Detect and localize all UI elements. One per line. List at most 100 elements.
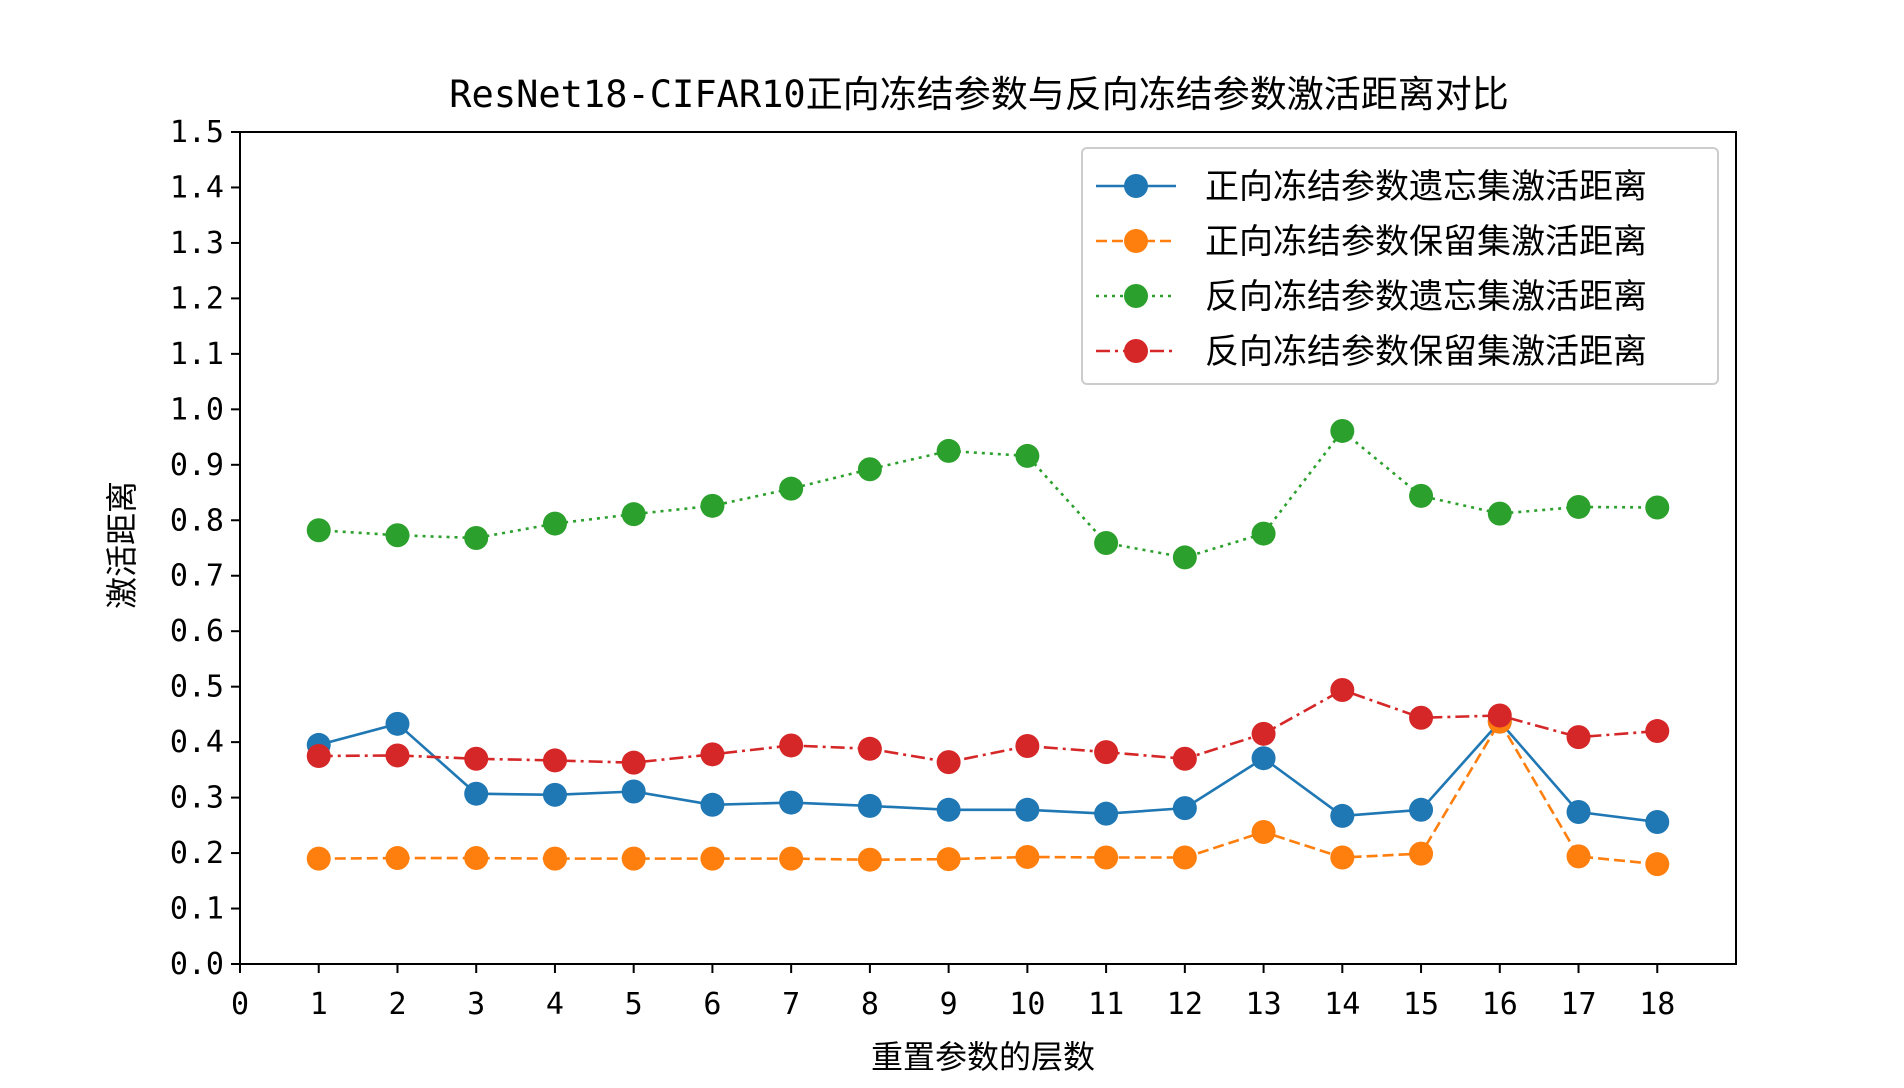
data-point — [1645, 719, 1670, 744]
series-line — [318, 720, 1658, 866]
data-point — [464, 846, 489, 871]
y-tick-label: 1.4 — [170, 170, 224, 205]
data-point — [542, 782, 567, 807]
data-point — [385, 711, 410, 736]
y-tick-label: 0.1 — [170, 892, 224, 927]
data-point — [1251, 819, 1276, 844]
data-point — [1094, 845, 1119, 870]
data-point — [1566, 844, 1591, 869]
data-point — [1015, 734, 1040, 759]
data-point — [542, 511, 567, 536]
data-point — [306, 744, 331, 768]
data-point — [1094, 801, 1119, 826]
series-line — [318, 688, 1658, 764]
x-tick-label: 5 — [625, 987, 643, 1022]
series-1 — [306, 709, 1670, 835]
legend-label: 正向冻结参数遗忘集激活距离 — [1205, 167, 1647, 207]
data-point — [1409, 705, 1434, 730]
data-point — [700, 742, 725, 767]
data-point — [936, 438, 961, 463]
data-point — [1645, 495, 1670, 520]
x-tick-label: 17 — [1560, 987, 1596, 1022]
data-point — [542, 846, 567, 871]
legend: 正向冻结参数遗忘集激活距离正向冻结参数保留集激活距离反向冻结参数遗忘集激活距离反… — [1081, 147, 1719, 385]
data-point — [621, 750, 646, 775]
data-point — [936, 750, 961, 775]
series-line — [318, 720, 1658, 824]
x-axis-title: 重置参数的层数 — [871, 1038, 1095, 1076]
data-point — [621, 502, 646, 527]
data-point — [1251, 721, 1276, 746]
data-point — [1330, 803, 1355, 828]
legend-marker — [1124, 339, 1148, 363]
y-tick-label: 0.6 — [170, 614, 224, 649]
data-point — [1094, 531, 1119, 556]
data-point — [621, 779, 646, 804]
x-tick-label: 4 — [546, 987, 564, 1022]
data-point — [306, 518, 331, 543]
data-point — [1015, 443, 1040, 468]
x-tick-label: 13 — [1246, 987, 1282, 1022]
data-point — [1487, 501, 1512, 526]
x-tick-label: 2 — [388, 987, 406, 1022]
y-tick-label: 0.4 — [170, 725, 224, 760]
plot-frame — [239, 131, 1737, 965]
data-point — [464, 746, 489, 771]
x-tick-label: 0 — [231, 987, 249, 1022]
y-tick-label: 0.3 — [170, 781, 224, 816]
x-tick-label: 3 — [467, 987, 485, 1022]
x-tick-label: 7 — [782, 987, 800, 1022]
series-layer — [306, 418, 1670, 877]
data-point — [936, 797, 961, 822]
data-point — [1645, 852, 1670, 877]
data-point — [857, 457, 882, 482]
data-point — [385, 523, 410, 548]
data-point — [385, 846, 410, 871]
data-point — [1330, 845, 1355, 870]
data-point — [1566, 494, 1591, 519]
series-4 — [306, 677, 1670, 775]
x-tick-label: 14 — [1324, 987, 1360, 1022]
y-tick-label: 1.1 — [170, 337, 224, 372]
data-point — [1566, 800, 1591, 825]
x-axis: 0 1 2 3 4 5 6 7 8 9 10 11 12 13 14 15 16 17 18 — [231, 964, 1675, 1022]
data-point — [779, 790, 804, 815]
data-point — [1015, 844, 1040, 869]
legend-marker — [1124, 284, 1148, 308]
data-point — [857, 736, 882, 761]
series-3 — [306, 418, 1670, 570]
y-tick-label: 1.0 — [170, 392, 224, 427]
data-point — [464, 781, 489, 806]
data-point — [1645, 810, 1670, 835]
x-tick-label: 8 — [861, 987, 879, 1022]
x-tick-label: 1 — [310, 987, 328, 1022]
data-point — [700, 493, 725, 518]
data-point — [464, 526, 489, 551]
x-tick-label: 10 — [1009, 987, 1045, 1022]
legend-label: 反向冻结参数遗忘集激活距离 — [1205, 277, 1647, 317]
data-point — [700, 792, 725, 817]
data-point — [857, 793, 882, 818]
legend-label: 正向冻结参数保留集激活距离 — [1205, 222, 1647, 262]
y-tick-label: 0.0 — [170, 947, 224, 982]
y-tick-label: 0.8 — [170, 503, 224, 538]
data-point — [542, 748, 567, 773]
y-tick-label: 0.2 — [170, 836, 224, 871]
data-point — [1172, 746, 1197, 771]
data-point — [306, 846, 331, 871]
data-point — [1409, 797, 1434, 822]
y-tick-label: 1.2 — [170, 281, 224, 316]
legend-label: 反向冻结参数保留集激活距离 — [1205, 332, 1647, 372]
y-tick-label: 1.3 — [170, 226, 224, 261]
plot-area — [239, 131, 1737, 965]
data-point — [621, 846, 646, 871]
data-point — [779, 846, 804, 871]
y-tick-label: 1.5 — [170, 115, 224, 150]
data-point — [1251, 521, 1276, 546]
y-axis: 0.0 0.1 0.2 0.3 0.4 0.5 0.6 0.7 0.8 0.9 1.0 1.1 1.2 1… — [170, 115, 240, 982]
data-point — [1330, 677, 1355, 702]
data-point — [779, 476, 804, 501]
data-point — [1409, 841, 1434, 866]
x-tick-label: 15 — [1403, 987, 1439, 1022]
x-tick-label: 6 — [703, 987, 721, 1022]
